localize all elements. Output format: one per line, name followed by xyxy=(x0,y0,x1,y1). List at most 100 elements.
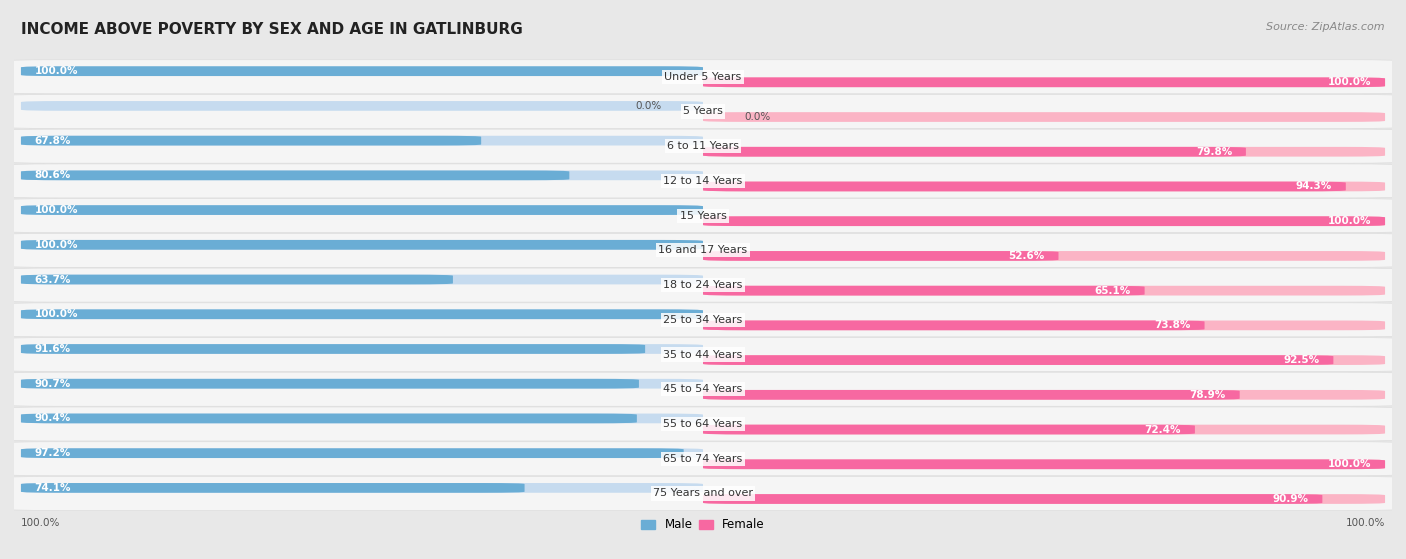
FancyBboxPatch shape xyxy=(703,425,1385,434)
FancyBboxPatch shape xyxy=(21,379,703,389)
FancyBboxPatch shape xyxy=(21,170,569,180)
Text: 79.8%: 79.8% xyxy=(1197,147,1232,157)
FancyBboxPatch shape xyxy=(21,483,703,492)
FancyBboxPatch shape xyxy=(21,309,703,319)
FancyBboxPatch shape xyxy=(3,442,1403,476)
FancyBboxPatch shape xyxy=(703,355,1333,365)
Text: 0.0%: 0.0% xyxy=(744,112,770,122)
FancyBboxPatch shape xyxy=(3,164,1403,198)
Text: 16 and 17 Years: 16 and 17 Years xyxy=(658,245,748,255)
Text: 5 Years: 5 Years xyxy=(683,106,723,116)
Text: 100.0%: 100.0% xyxy=(35,66,79,76)
FancyBboxPatch shape xyxy=(21,448,683,458)
Text: 97.2%: 97.2% xyxy=(35,448,70,458)
FancyBboxPatch shape xyxy=(703,494,1323,504)
FancyBboxPatch shape xyxy=(21,240,703,250)
FancyBboxPatch shape xyxy=(21,101,703,111)
FancyBboxPatch shape xyxy=(703,459,1385,469)
Text: 100.0%: 100.0% xyxy=(35,240,79,250)
Text: 63.7%: 63.7% xyxy=(35,274,72,285)
FancyBboxPatch shape xyxy=(703,147,1385,157)
FancyBboxPatch shape xyxy=(703,147,1246,157)
FancyBboxPatch shape xyxy=(21,136,481,145)
Text: 15 Years: 15 Years xyxy=(679,211,727,221)
FancyBboxPatch shape xyxy=(21,67,703,76)
FancyBboxPatch shape xyxy=(703,390,1240,400)
Text: 6 to 11 Years: 6 to 11 Years xyxy=(666,141,740,151)
FancyBboxPatch shape xyxy=(21,205,703,215)
FancyBboxPatch shape xyxy=(21,414,703,423)
Text: 72.4%: 72.4% xyxy=(1144,424,1181,434)
FancyBboxPatch shape xyxy=(703,355,1385,365)
FancyBboxPatch shape xyxy=(703,494,1385,504)
Text: 100.0%: 100.0% xyxy=(1327,216,1371,226)
FancyBboxPatch shape xyxy=(21,274,453,285)
FancyBboxPatch shape xyxy=(703,425,1195,434)
FancyBboxPatch shape xyxy=(21,274,703,285)
Text: INCOME ABOVE POVERTY BY SEX AND AGE IN GATLINBURG: INCOME ABOVE POVERTY BY SEX AND AGE IN G… xyxy=(21,22,523,37)
Text: 78.9%: 78.9% xyxy=(1189,390,1226,400)
Text: 94.3%: 94.3% xyxy=(1296,182,1331,192)
Text: 65 to 74 Years: 65 to 74 Years xyxy=(664,454,742,464)
FancyBboxPatch shape xyxy=(703,286,1385,296)
Text: 75 Years and over: 75 Years and over xyxy=(652,489,754,499)
FancyBboxPatch shape xyxy=(21,344,703,354)
FancyBboxPatch shape xyxy=(3,129,1403,163)
FancyBboxPatch shape xyxy=(703,78,1385,87)
FancyBboxPatch shape xyxy=(703,459,1385,469)
Text: 100.0%: 100.0% xyxy=(1327,77,1371,87)
FancyBboxPatch shape xyxy=(703,251,1385,261)
Text: 12 to 14 Years: 12 to 14 Years xyxy=(664,176,742,186)
Text: 80.6%: 80.6% xyxy=(35,170,70,181)
Text: 100.0%: 100.0% xyxy=(1346,518,1385,528)
FancyBboxPatch shape xyxy=(21,67,703,76)
FancyBboxPatch shape xyxy=(21,240,703,250)
FancyBboxPatch shape xyxy=(3,372,1403,406)
FancyBboxPatch shape xyxy=(21,344,645,354)
FancyBboxPatch shape xyxy=(703,286,1144,296)
Text: 45 to 54 Years: 45 to 54 Years xyxy=(664,384,742,394)
Text: 18 to 24 Years: 18 to 24 Years xyxy=(664,280,742,290)
FancyBboxPatch shape xyxy=(3,407,1403,441)
FancyBboxPatch shape xyxy=(703,216,1385,226)
Text: 90.4%: 90.4% xyxy=(35,414,70,423)
Text: 100.0%: 100.0% xyxy=(1327,459,1371,469)
Text: 90.7%: 90.7% xyxy=(35,378,70,389)
FancyBboxPatch shape xyxy=(21,205,703,215)
Text: 65.1%: 65.1% xyxy=(1095,286,1130,296)
Text: Under 5 Years: Under 5 Years xyxy=(665,72,741,82)
Text: 52.6%: 52.6% xyxy=(1008,251,1045,261)
Text: 73.8%: 73.8% xyxy=(1154,320,1191,330)
FancyBboxPatch shape xyxy=(703,320,1205,330)
Legend: Male, Female: Male, Female xyxy=(637,513,769,536)
FancyBboxPatch shape xyxy=(3,94,1403,129)
Text: 92.5%: 92.5% xyxy=(1284,355,1320,365)
Text: 74.1%: 74.1% xyxy=(35,483,72,493)
FancyBboxPatch shape xyxy=(703,182,1346,191)
FancyBboxPatch shape xyxy=(21,379,638,389)
FancyBboxPatch shape xyxy=(703,216,1385,226)
FancyBboxPatch shape xyxy=(21,136,703,145)
FancyBboxPatch shape xyxy=(703,112,1385,122)
FancyBboxPatch shape xyxy=(21,170,703,180)
FancyBboxPatch shape xyxy=(3,268,1403,302)
Text: 91.6%: 91.6% xyxy=(35,344,70,354)
FancyBboxPatch shape xyxy=(21,448,703,458)
FancyBboxPatch shape xyxy=(3,338,1403,372)
Text: 55 to 64 Years: 55 to 64 Years xyxy=(664,419,742,429)
Text: 100.0%: 100.0% xyxy=(35,309,79,319)
FancyBboxPatch shape xyxy=(3,233,1403,267)
FancyBboxPatch shape xyxy=(21,309,703,319)
Text: 0.0%: 0.0% xyxy=(636,101,662,111)
FancyBboxPatch shape xyxy=(703,390,1385,400)
Text: 35 to 44 Years: 35 to 44 Years xyxy=(664,349,742,359)
Text: 100.0%: 100.0% xyxy=(21,518,60,528)
FancyBboxPatch shape xyxy=(3,476,1403,510)
Text: 100.0%: 100.0% xyxy=(35,205,79,215)
FancyBboxPatch shape xyxy=(3,303,1403,337)
Text: 25 to 34 Years: 25 to 34 Years xyxy=(664,315,742,325)
FancyBboxPatch shape xyxy=(3,60,1403,94)
FancyBboxPatch shape xyxy=(21,483,524,492)
FancyBboxPatch shape xyxy=(703,251,1059,261)
FancyBboxPatch shape xyxy=(21,414,637,423)
